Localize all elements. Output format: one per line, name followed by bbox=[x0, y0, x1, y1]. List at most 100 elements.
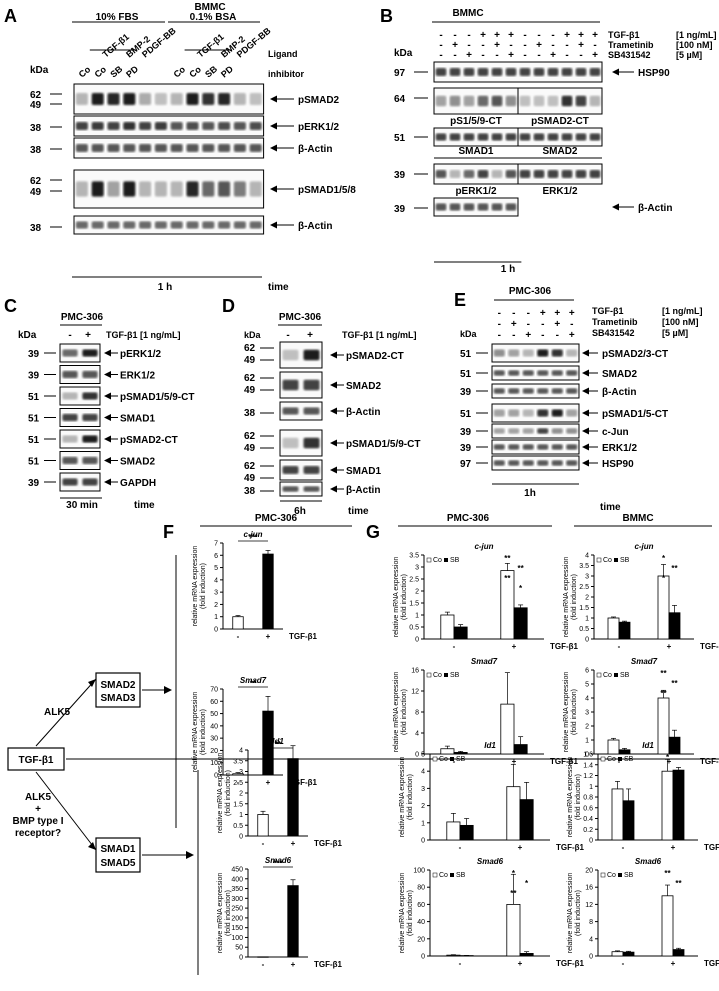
bar bbox=[506, 786, 521, 841]
y-tick-label: 0 bbox=[214, 627, 218, 634]
sign-b: + bbox=[592, 50, 598, 61]
time-label-c: time bbox=[134, 500, 155, 511]
treatment-e-0: TGF-β1 bbox=[592, 306, 624, 316]
y-tick-label: 4 bbox=[585, 696, 589, 703]
band bbox=[493, 460, 505, 466]
band bbox=[519, 170, 531, 178]
y-tick-label: 0.5 bbox=[233, 823, 243, 830]
mw-marker: 39 bbox=[394, 170, 406, 181]
dose-b-2: [5 µM] bbox=[676, 50, 702, 60]
time-label-a: time bbox=[268, 282, 289, 293]
mw-marker: 49 bbox=[244, 473, 256, 484]
y-tick-label: 4 bbox=[415, 731, 419, 738]
band bbox=[547, 170, 559, 178]
y-tick-label: 2 bbox=[239, 791, 243, 798]
y-tick-label: 200 bbox=[231, 915, 243, 922]
mw-marker: 38 bbox=[244, 408, 256, 419]
significance: ** bbox=[250, 679, 257, 688]
ligand-label: Ligand bbox=[268, 49, 298, 59]
blot-label-a: pSMAD1/5/8 bbox=[298, 185, 356, 196]
band bbox=[537, 370, 549, 376]
inner-label-b: SMAD1 bbox=[458, 146, 493, 157]
blot-c-GAPDH bbox=[59, 472, 101, 492]
cell-label-f: PMC-306 bbox=[255, 513, 298, 524]
y-tick-label: 1 bbox=[585, 616, 589, 623]
band bbox=[62, 435, 78, 443]
band bbox=[303, 379, 320, 391]
y-tick-label: 60 bbox=[417, 902, 425, 909]
sign-e: - bbox=[527, 308, 530, 319]
chart-gene-title: Id1 bbox=[272, 737, 284, 746]
mw-marker: 49 bbox=[244, 385, 256, 396]
significance: ** bbox=[275, 740, 282, 749]
chart-gene-title: Smad7 bbox=[471, 657, 498, 666]
blot-e-SMAD2 bbox=[491, 365, 580, 381]
blot-label-a: β-Actin bbox=[298, 221, 332, 232]
band bbox=[91, 122, 104, 130]
sign-b: + bbox=[480, 30, 486, 41]
x-axis-label: TGF-β1 bbox=[314, 960, 343, 969]
legend-sb: SB bbox=[456, 756, 466, 763]
band bbox=[435, 170, 447, 178]
chart-gene-title: Smad6 bbox=[635, 857, 662, 866]
blot-b-smad1 bbox=[433, 127, 519, 147]
band bbox=[62, 456, 78, 465]
cell-label-g-pmc: PMC-306 bbox=[447, 513, 490, 524]
band bbox=[75, 93, 88, 105]
x-sign: - bbox=[453, 642, 456, 651]
band bbox=[202, 221, 215, 229]
y-axis-label: (fold induction) bbox=[225, 890, 232, 936]
band bbox=[186, 181, 199, 197]
blot-label-e: pSMAD1/5-CT bbox=[602, 409, 668, 420]
y-tick-label: 60 bbox=[210, 699, 218, 706]
y-tick-label: 0.5 bbox=[409, 625, 419, 632]
band bbox=[249, 122, 262, 130]
band bbox=[522, 388, 534, 394]
panel-f: F PMC-306 bbox=[163, 513, 352, 542]
legend-sb: SB bbox=[450, 557, 460, 564]
cell-label-g-bmmc: BMMC bbox=[622, 513, 653, 524]
band bbox=[82, 478, 98, 486]
band bbox=[202, 122, 215, 130]
band bbox=[282, 486, 299, 492]
band bbox=[547, 68, 559, 76]
band bbox=[62, 392, 78, 400]
time-e: 1h bbox=[524, 488, 536, 499]
x-sign: - bbox=[618, 642, 621, 651]
smad23-box bbox=[95, 672, 141, 708]
sign-b: + bbox=[508, 50, 514, 61]
y-tick-label: 20 bbox=[210, 748, 218, 755]
sign-b: - bbox=[537, 50, 540, 61]
blot-e-c-Jun bbox=[491, 423, 580, 439]
chart-gene-title: c-jun bbox=[634, 542, 653, 551]
blot-b-smad2 bbox=[517, 127, 603, 147]
blot-label-a: pERK1/2 bbox=[298, 122, 340, 133]
y-tick-label: 2 bbox=[421, 803, 425, 810]
chart-G-bmmc-smad7: Smad7 0 1 2 3 4 5 6 relative mRNA expression (fol… bbox=[563, 657, 719, 766]
x-sign: - bbox=[237, 778, 240, 787]
inhibitor-lane-1: Co bbox=[93, 64, 109, 80]
y-tick-label: 400 bbox=[231, 876, 243, 883]
bar bbox=[506, 904, 521, 957]
chart-G-bmmc-smad6: Smad6 0 4 8 12 16 20 relative mRNA expression (f… bbox=[567, 857, 719, 968]
smad15-box bbox=[95, 837, 141, 873]
chart-F-smad7: Smad7 0 10 20 30 40 50 60 70 relative mRNA expres… bbox=[192, 676, 318, 787]
blot-d-β-Actin bbox=[279, 481, 323, 497]
band bbox=[91, 93, 104, 105]
time-d: 6h bbox=[294, 506, 306, 517]
sign-e: - bbox=[556, 330, 559, 341]
band bbox=[154, 93, 167, 105]
legend-co: Co bbox=[439, 872, 448, 879]
sign-b: - bbox=[551, 40, 554, 51]
x-axis-label: TGF-β1 bbox=[289, 778, 318, 787]
panel-c: C PMC-306 kDa - + TGF-β1 [1 ng/mL] 39 pER… bbox=[4, 296, 194, 511]
band bbox=[154, 181, 167, 197]
legend-sb: SB bbox=[620, 557, 630, 564]
blot-d-pSMAD2-CT bbox=[279, 341, 323, 369]
band bbox=[566, 370, 578, 376]
band bbox=[449, 95, 461, 107]
y-tick-label: 0.4 bbox=[583, 816, 593, 823]
blot-e-ERK1/2 bbox=[491, 439, 580, 455]
band bbox=[75, 181, 88, 197]
blot-b-psmad2 bbox=[517, 87, 603, 115]
